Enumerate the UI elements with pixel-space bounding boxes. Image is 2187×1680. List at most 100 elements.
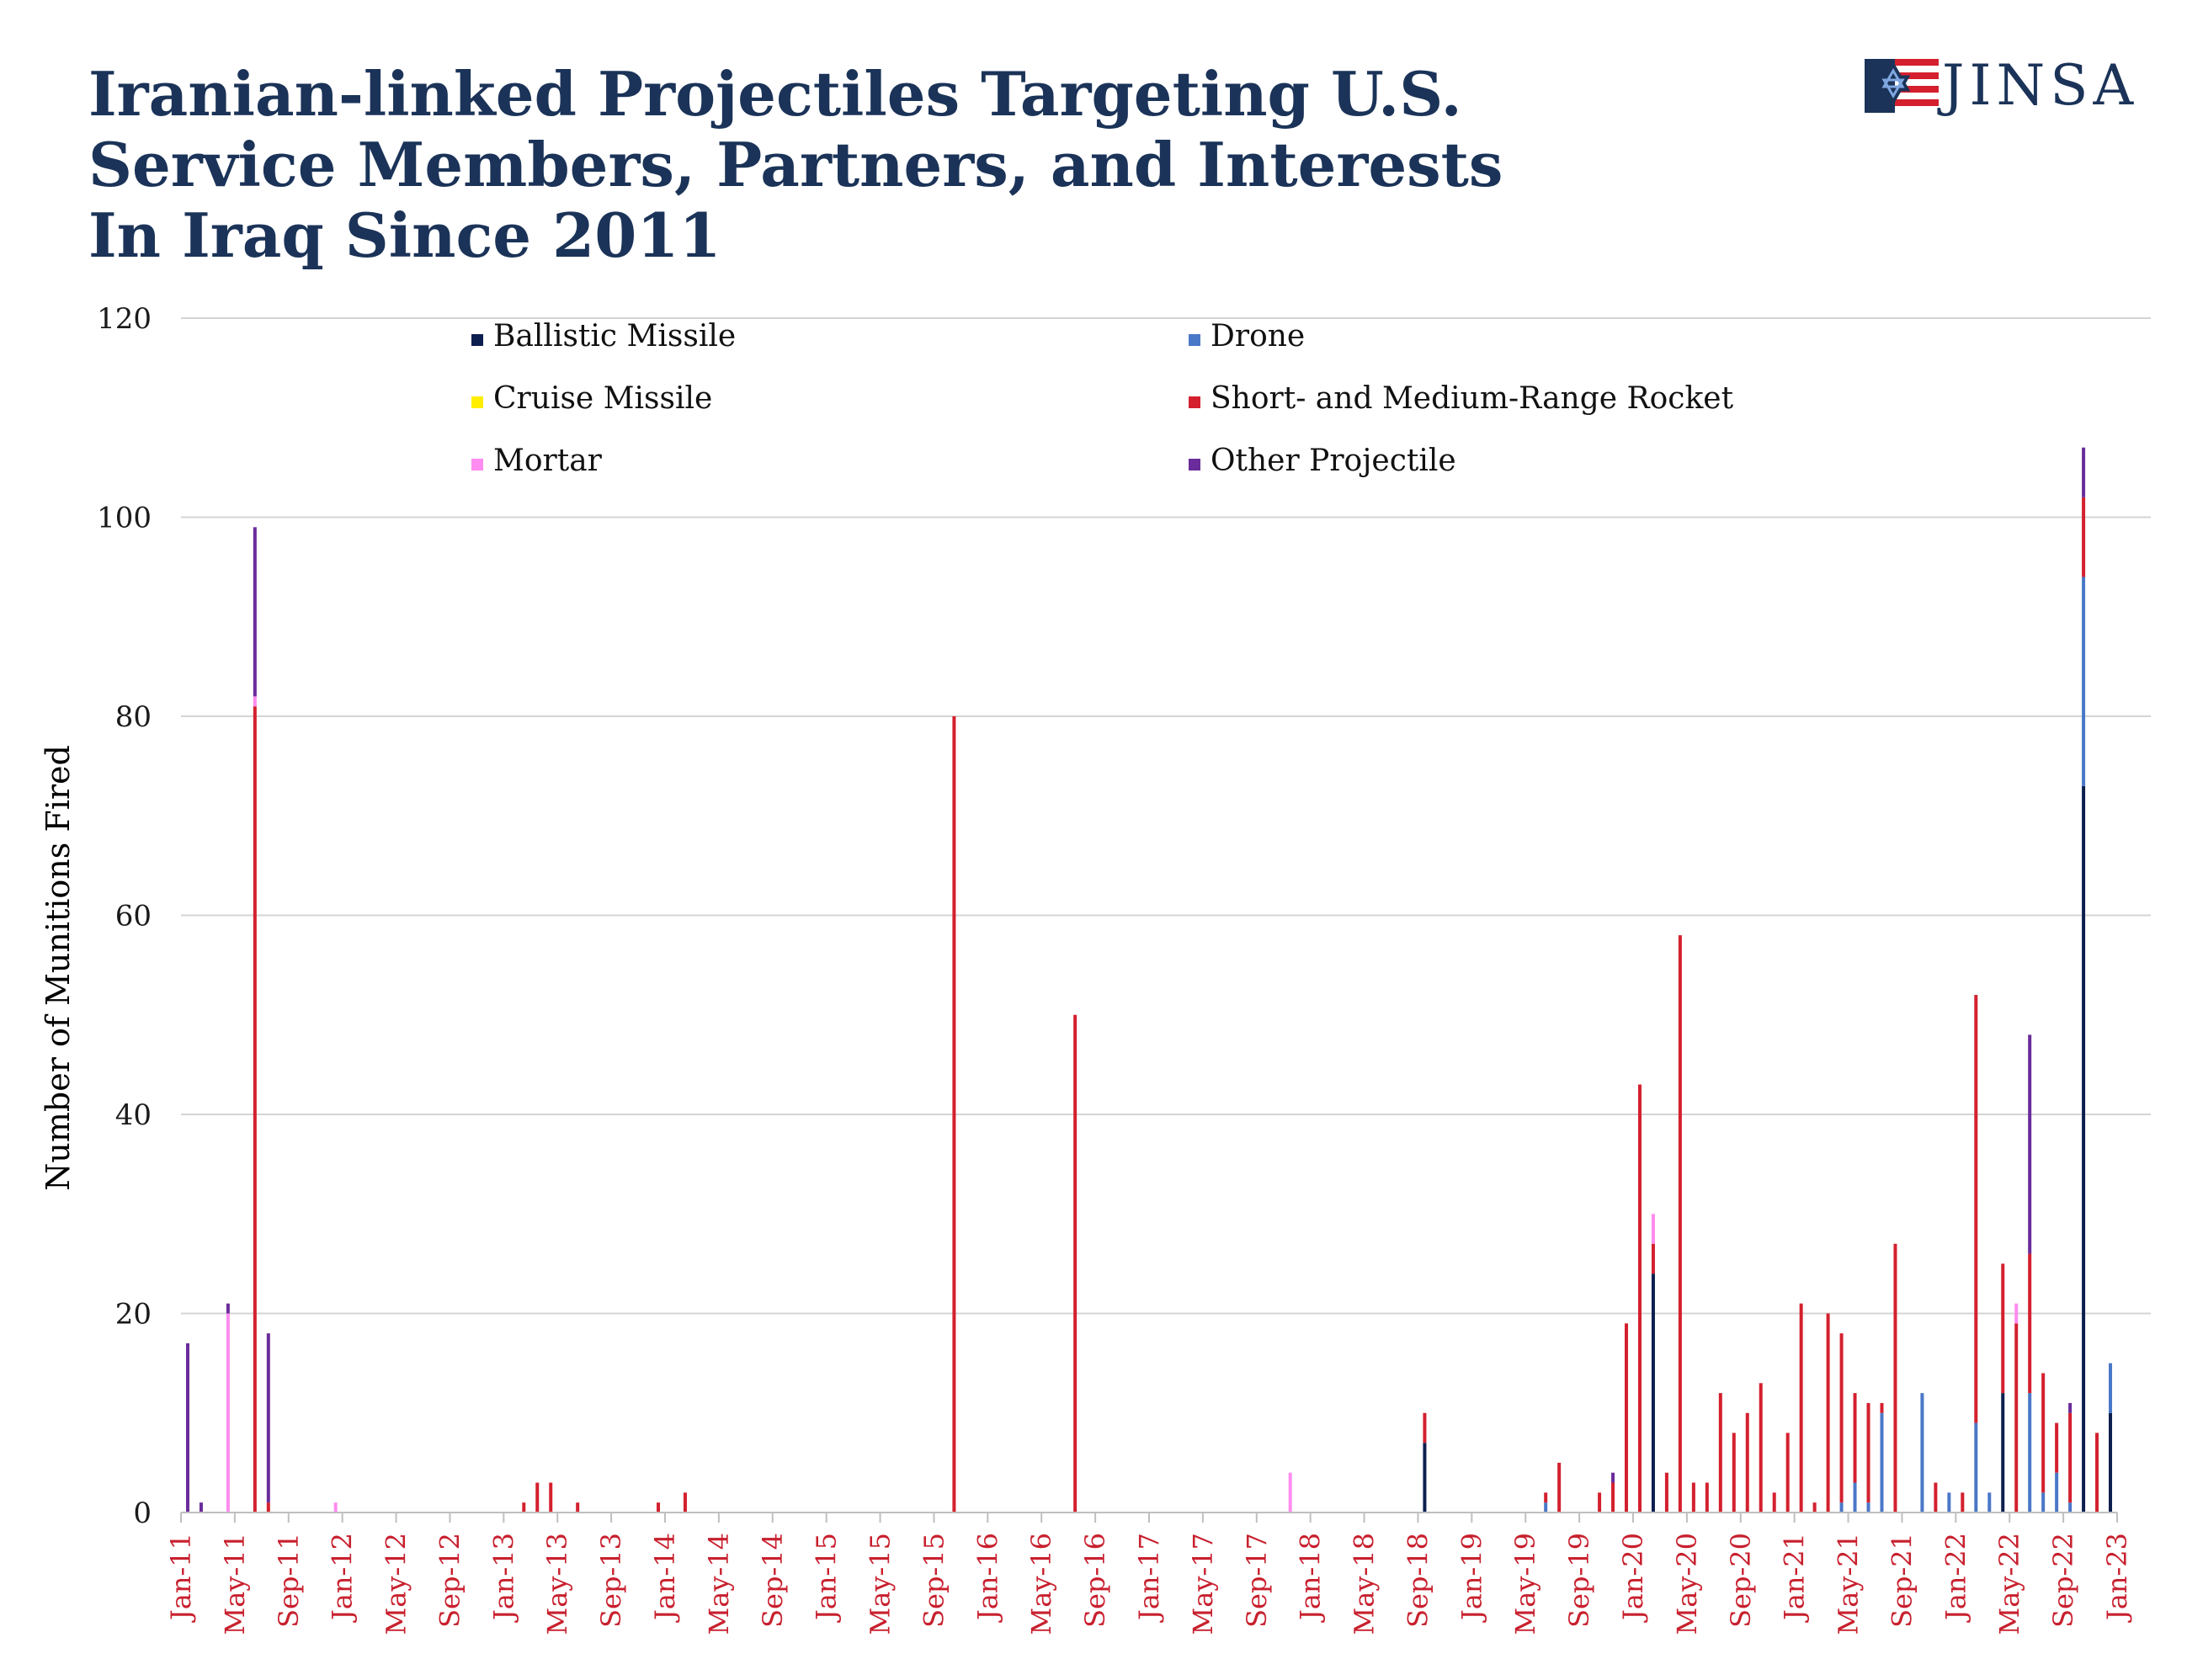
y-tick-label: 20 — [115, 1298, 152, 1332]
bar-segment-rocket — [266, 1502, 270, 1513]
bar-segment-rocket — [1853, 1393, 1857, 1483]
x-tick-label: May-19 — [1509, 1533, 1541, 1635]
bar-segment-rocket — [1759, 1383, 1763, 1513]
x-tick-label: Jan-14 — [649, 1533, 681, 1623]
bar-segment-mortar — [333, 1502, 338, 1513]
bar-segment-other — [2068, 1402, 2073, 1413]
bar-segment-rocket — [1637, 1084, 1642, 1513]
bar-segment-other — [2028, 1034, 2032, 1254]
bar-segment-rocket — [1664, 1472, 1668, 1513]
y-tick-label: 80 — [115, 700, 152, 734]
bar-segment-rocket — [952, 716, 956, 1513]
bar-segment-drone — [2109, 1363, 2113, 1413]
legend-label-cruise: Cruise Missile — [493, 381, 712, 416]
y-axis: 0 20 40 60 80 100 120 — [97, 302, 152, 1530]
bar-segment-rocket — [1691, 1482, 1695, 1513]
chart-title-line-1: Iranian-linked Projectiles Targeting U.S… — [88, 58, 1462, 130]
bar-segment-mortar — [226, 1313, 230, 1513]
bar-segment-drone — [1974, 1422, 1978, 1513]
x-tick-label: Jan-20 — [1617, 1533, 1649, 1623]
chart-title: Iranian-linked Projectiles Targeting U.S… — [88, 59, 1688, 271]
x-tick-label: May-15 — [865, 1533, 897, 1635]
legend: Ballistic Missile Drone Cruise Missile Shor… — [471, 319, 1734, 478]
x-tick-label: May-18 — [1349, 1533, 1381, 1635]
x-tick-label: May-21 — [1833, 1533, 1865, 1635]
y-tick-label: 0 — [133, 1497, 152, 1530]
legend-swatch-mortar — [471, 459, 483, 471]
bar-segment-rocket — [1557, 1462, 1562, 1513]
x-tick-label: May-17 — [1187, 1533, 1219, 1635]
bar-segment-drone — [1866, 1502, 1870, 1513]
legend-swatch-drone — [1189, 334, 1200, 346]
bar-segment-rocket — [1718, 1393, 1722, 1513]
bar-segment-rocket — [2095, 1433, 2099, 1513]
bar-segment-rocket — [2055, 1422, 2059, 1473]
bar-segment-drone — [2055, 1472, 2059, 1513]
bar-segment-rocket — [1839, 1333, 1844, 1503]
x-tick-label: Jan-12 — [327, 1533, 359, 1623]
x-tick-label: Jan-13 — [487, 1533, 519, 1623]
bar-segment-rocket — [1651, 1243, 1655, 1274]
bar-segment-mortar — [253, 696, 257, 707]
bar-segment-drone — [1544, 1502, 1548, 1513]
x-tick-label: Sep-14 — [757, 1533, 789, 1628]
bar-segment-other — [185, 1342, 189, 1513]
bar-segment-drone — [1947, 1492, 1951, 1513]
x-tick-label: Jan-23 — [2101, 1533, 2133, 1623]
bar-segment-rocket — [253, 706, 257, 1513]
bar-segment-mortar — [1288, 1472, 1292, 1513]
bar-segment-rocket — [1812, 1502, 1817, 1513]
bar-segment-rocket — [1785, 1433, 1790, 1513]
x-tick-label: May-13 — [541, 1533, 573, 1635]
legend-swatch-ballistic — [471, 334, 483, 346]
x-tick-label: Jan-19 — [1455, 1533, 1487, 1623]
x-tick-label: Jan-17 — [1133, 1533, 1165, 1623]
bar-segment-rocket — [1625, 1323, 1629, 1513]
bar-segment-drone — [2082, 577, 2086, 786]
x-tick-label: May-20 — [1671, 1533, 1703, 1635]
bar-segment-rocket — [1678, 935, 1682, 1513]
chart-title-line-3: In Iraq Since 2011 — [88, 199, 721, 271]
y-tick-label: 100 — [97, 502, 152, 535]
bar-segment-rocket — [535, 1482, 540, 1513]
bar-segment-rocket — [1799, 1303, 1803, 1513]
bar-segment-drone — [1839, 1502, 1844, 1513]
legend-label-ballistic: Ballistic Missile — [493, 319, 736, 354]
bar-segment-rocket — [2082, 497, 2086, 577]
y-axis-label: Number of Munitions Fired — [40, 745, 77, 1191]
star-of-david-flag-icon — [1865, 59, 1939, 113]
legend-label-mortar: Mortar — [493, 444, 603, 478]
bar-segment-other — [2082, 447, 2086, 497]
x-tick-label: Jan-16 — [971, 1533, 1003, 1623]
bar-segment-rocket — [1423, 1412, 1427, 1443]
bar-segment-rocket — [1745, 1412, 1749, 1513]
bar-segment-ballistic — [2001, 1393, 2005, 1513]
legend-swatch-other — [1189, 459, 1200, 471]
bar-segment-rocket — [2014, 1323, 2019, 1513]
bars — [185, 447, 2113, 1513]
bar-segment-rocket — [1732, 1433, 1736, 1513]
x-tick-label: Jan-15 — [811, 1533, 843, 1623]
bar-segment-drone — [2041, 1492, 2046, 1513]
x-tick-label: Jan-18 — [1295, 1533, 1327, 1623]
x-tick-label: Sep-15 — [918, 1533, 950, 1628]
bar-segment-rocket — [1544, 1492, 1548, 1503]
bar-segment-rocket — [1772, 1492, 1776, 1513]
bar-segment-rocket — [1893, 1243, 1897, 1513]
x-tick-label: Jan-22 — [1940, 1533, 1971, 1623]
bar-segment-drone — [1880, 1412, 1884, 1513]
x-tick-label: May-16 — [1025, 1533, 1057, 1635]
x-tick-label: May-14 — [703, 1533, 735, 1635]
bar-segment-rocket — [2068, 1412, 2073, 1503]
bar-segment-rocket — [1073, 1014, 1078, 1513]
x-tick-label: Sep-11 — [273, 1533, 305, 1628]
bar-segment-rocket — [1880, 1402, 1884, 1413]
bar-segment-rocket — [2001, 1263, 2005, 1394]
y-tick-label: 60 — [115, 900, 152, 933]
x-tick-label: Sep-13 — [595, 1533, 627, 1628]
x-tick-label: May-11 — [219, 1533, 251, 1635]
bar-segment-ballistic — [1423, 1443, 1427, 1513]
bar-segment-drone — [1987, 1492, 1992, 1513]
chart-title-line-2: Service Members, Partners, and Interests — [88, 129, 1503, 200]
